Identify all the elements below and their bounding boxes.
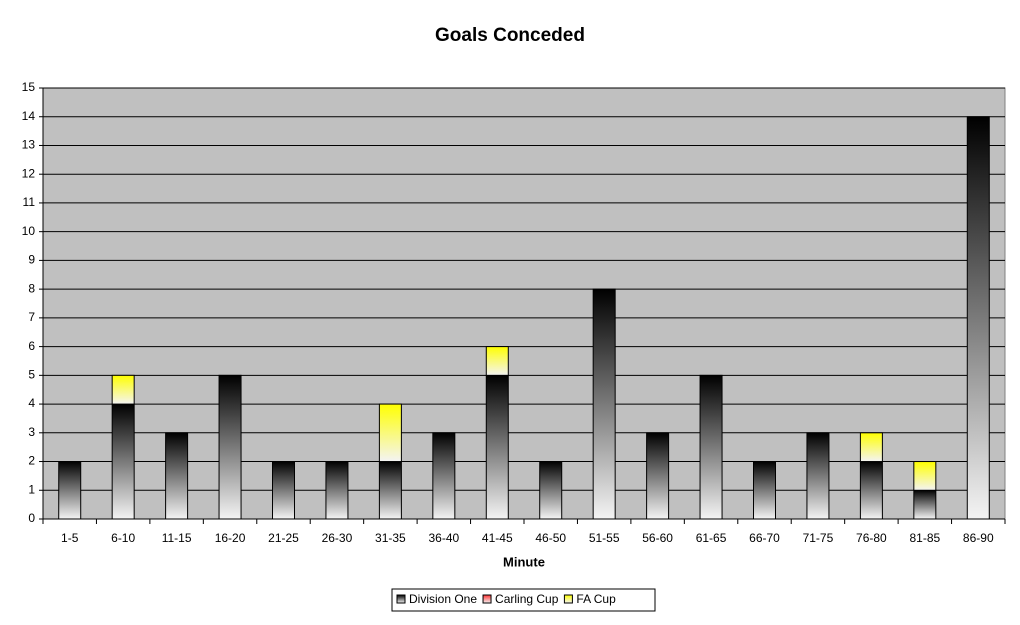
x-tick-label: 76-80 xyxy=(856,531,887,545)
bar-segment xyxy=(111,403,135,520)
y-tick-label: 2 xyxy=(28,454,35,468)
x-tick-label: 11-15 xyxy=(162,531,192,545)
legend-label: Carling Cup xyxy=(495,592,559,606)
bar-segment xyxy=(378,403,402,463)
x-tick-label: 66-70 xyxy=(749,531,780,545)
x-tick-label: 6-10 xyxy=(111,531,135,545)
x-tick-label: 16-20 xyxy=(215,531,246,545)
x-tick-label: 26-30 xyxy=(322,531,353,545)
legend-swatch xyxy=(563,594,573,604)
bar-segment xyxy=(859,461,883,520)
x-tick-label: 51-55 xyxy=(589,531,620,545)
bar-segment xyxy=(913,489,937,520)
y-tick-label: 9 xyxy=(28,253,35,267)
bar-segment xyxy=(592,288,616,520)
y-tick-label: 0 xyxy=(28,511,35,525)
chart-title: Goals Conceded xyxy=(435,25,585,46)
y-tick-label: 6 xyxy=(28,339,35,353)
legend-swatch xyxy=(482,594,492,604)
y-tick-label: 7 xyxy=(28,310,35,324)
y-tick-label: 1 xyxy=(28,482,35,496)
y-tick-label: 5 xyxy=(28,368,35,382)
x-tick-label: 86-90 xyxy=(963,531,994,545)
bar-segment xyxy=(859,432,883,463)
legend-swatch xyxy=(396,594,406,604)
bar-segment xyxy=(699,374,723,520)
x-tick-label: 31-35 xyxy=(375,531,406,545)
x-tick-label: 56-60 xyxy=(642,531,673,545)
x-tick-label: 46-50 xyxy=(535,531,566,545)
bar-segment xyxy=(753,461,776,520)
y-tick-label: 11 xyxy=(23,195,36,209)
bar-segment xyxy=(432,432,456,520)
y-tick-label: 14 xyxy=(22,109,36,123)
bar-segment xyxy=(111,374,135,405)
bar-segment xyxy=(485,346,509,376)
x-tick-label: 71-75 xyxy=(803,531,834,545)
x-tick-label: 36-40 xyxy=(428,531,459,545)
bar-segment xyxy=(272,461,295,520)
y-tick-label: 12 xyxy=(22,166,36,180)
y-tick-label: 15 xyxy=(22,80,36,94)
x-tick-label: 21-25 xyxy=(268,531,299,545)
legend-label: FA Cup xyxy=(576,592,616,606)
legend-label: Division One xyxy=(409,592,477,606)
y-tick-label: 4 xyxy=(28,396,35,410)
bar-segment xyxy=(325,461,349,520)
x-tick-label: 61-65 xyxy=(696,531,727,545)
x-tick-label: 81-85 xyxy=(909,531,940,545)
bar-segment xyxy=(218,374,242,520)
bar-segment xyxy=(913,461,937,491)
bar-segment xyxy=(165,432,189,520)
x-tick-label: 1-5 xyxy=(61,531,79,545)
x-tick-label: 41-45 xyxy=(482,531,513,545)
bar-segment xyxy=(58,461,82,520)
bar-segment xyxy=(539,461,563,520)
bar-segment xyxy=(646,432,670,520)
bar-segment xyxy=(485,374,509,520)
y-tick-label: 13 xyxy=(22,138,36,152)
bar-segment xyxy=(806,432,830,520)
y-tick-label: 3 xyxy=(28,425,35,439)
legend-box xyxy=(391,588,656,612)
bar-segment xyxy=(378,461,402,520)
plot-area xyxy=(42,87,1006,520)
x-axis-title: Minute xyxy=(503,554,545,569)
bar-segment xyxy=(966,116,990,520)
y-tick-label: 10 xyxy=(22,224,36,238)
y-tick-label: 8 xyxy=(28,281,35,295)
